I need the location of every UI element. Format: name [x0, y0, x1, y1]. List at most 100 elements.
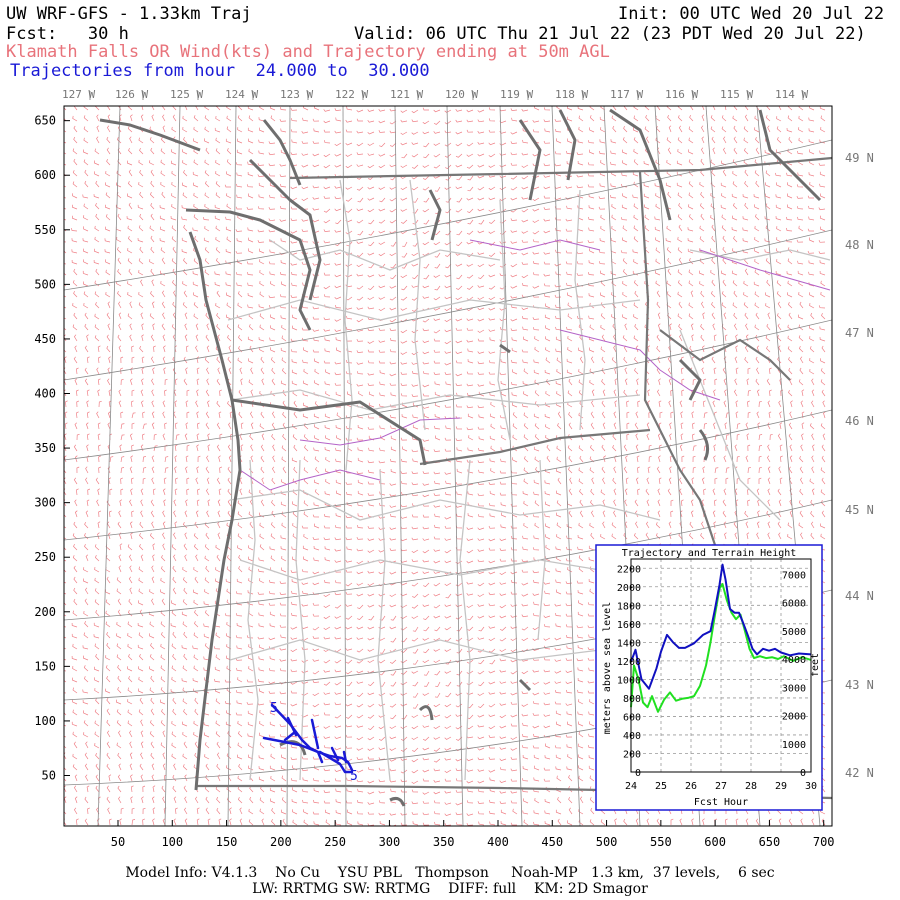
inset-x-tick-label: 29	[775, 781, 787, 792]
map-y-tick-label: 500	[34, 277, 56, 291]
map-x-tick-label: 300	[379, 835, 401, 849]
map-y-axis: 650 600 550 500 450 400 350 300 250 200 150 100 50	[34, 114, 70, 783]
map-y-tick-label: 450	[34, 332, 56, 346]
map-x-tick-label: 100	[161, 835, 183, 849]
inset-left-tick-label: 1600	[617, 620, 641, 631]
inset-right-tick-label: 0	[800, 768, 806, 779]
map-x-tick-label: 500	[596, 835, 618, 849]
longitude-label: 120 W	[445, 88, 478, 101]
inset-title: Trajectory and Terrain Height	[622, 548, 797, 559]
inset-series-line	[630, 563, 812, 690]
map-title: UW WRF-GFS - 1.33km Traj	[6, 4, 252, 24]
map-y-tick-label: 150	[34, 659, 56, 673]
inset-x-tick-label: 25	[655, 781, 667, 792]
longitude-label: 118 W	[555, 88, 588, 101]
inset-x-tick-label: 26	[685, 781, 697, 792]
latitude-label: 46 N	[845, 414, 874, 428]
latitude-labels: 49 N 48 N 47 N 46 N 45 N 44 N 43 N 42 N	[845, 151, 874, 780]
map-y-tick-label: 200	[34, 605, 56, 619]
inset-left-tick-label: 1400	[617, 638, 641, 649]
inset-left-tick-label: 1800	[617, 601, 641, 612]
inset-left-tick-label: 600	[623, 712, 641, 723]
map-y-tick-label: 550	[34, 223, 56, 237]
inset-right-tick-label: 6000	[782, 599, 806, 610]
footer-line-2: LW: RRTMG SW: RRTMG DIFF: full KM: 2D Sm…	[252, 881, 648, 897]
inset-right-tick-label: 2000	[782, 712, 806, 723]
forecast-hour: Fcst: 30 h	[6, 24, 129, 44]
trajectory-end-label: 5	[350, 769, 358, 784]
map-y-tick-label: 250	[34, 550, 56, 564]
inset-right-tick-label: 5000	[782, 627, 806, 638]
map-y-tick-label: 350	[34, 441, 56, 455]
inset-chart: Trajectory and Terrain Height 2200200018…	[595, 544, 823, 811]
map-y-tick-label: 400	[34, 387, 56, 401]
inset-right-tick-label: 4000	[782, 655, 806, 666]
inset-x-tick-label: 28	[745, 781, 757, 792]
inset-left-tick-label: 1200	[617, 657, 641, 668]
latitude-label: 49 N	[845, 151, 874, 165]
coastline	[99, 108, 822, 791]
map-x-tick-label: 50	[111, 835, 125, 849]
footer-line-1: Model Info: V4.1.3 No Cu YSU PBL Thompso…	[125, 865, 775, 881]
graticule	[64, 106, 832, 826]
map-x-tick-label: 450	[541, 835, 563, 849]
trajectory-path	[262, 703, 354, 774]
longitude-label: 121 W	[390, 88, 423, 101]
inset-left-axis: 2200200018001600140012001000800600400200…	[617, 564, 641, 779]
map-x-tick-label: 600	[704, 835, 726, 849]
inset-right-tick-label: 3000	[782, 683, 806, 694]
inset-x-tick-label: 24	[625, 781, 637, 792]
longitude-labels: 127 W 126 W 125 W 124 W 123 W 122 W 121 W 120 W…	[62, 88, 808, 101]
inset-x-axis: 24 25 26 27 28 29 30	[625, 781, 817, 792]
longitude-label: 126 W	[115, 88, 148, 101]
inset-left-tick-label: 800	[623, 694, 641, 705]
longitude-label: 123 W	[280, 88, 313, 101]
inset-xlabel: Fcst Hour	[694, 797, 748, 808]
latitude-label: 48 N	[845, 238, 874, 252]
map-y-tick-label: 100	[34, 714, 56, 728]
inset-left-tick-label: 1000	[617, 675, 641, 686]
inset-left-tick-label: 200	[623, 749, 641, 760]
longitude-label: 115 W	[720, 88, 753, 101]
map-y-tick-label: 600	[34, 168, 56, 182]
map-frame	[63, 105, 833, 827]
map-x-axis: 50 100 150 200 250 300 350 400 450 500 550 600 650 70…	[111, 820, 835, 849]
latitude-label: 43 N	[845, 678, 874, 692]
inset-right-tick-label: 7000	[782, 570, 806, 581]
map-subtitle: Klamath Falls OR Wind(kts) and Trajector…	[6, 42, 610, 62]
lakes	[279, 429, 710, 807]
valid-time: Valid: 06 UTC Thu 21 Jul 22 (23 PDT Wed …	[354, 24, 866, 44]
longitude-label: 119 W	[500, 88, 533, 101]
inset-series	[630, 563, 812, 713]
inset-ylabel-left: meters above sea level	[602, 602, 613, 734]
map-y-tick-label: 650	[34, 114, 56, 128]
inset-left-tick-label: 2000	[617, 583, 641, 594]
rivers	[239, 239, 831, 491]
longitude-label: 124 W	[225, 88, 258, 101]
map-x-tick-label: 250	[324, 835, 346, 849]
longitude-label: 116 W	[665, 88, 698, 101]
latitude-label: 47 N	[845, 326, 874, 340]
latitude-label: 45 N	[845, 503, 874, 517]
longitude-label: 125 W	[170, 88, 203, 101]
inset-left-tick-label: 0	[635, 768, 641, 779]
inset-ylabel-right: feet	[810, 653, 821, 677]
map-x-tick-label: 650	[759, 835, 781, 849]
longitude-label: 117 W	[610, 88, 643, 101]
inset-x-tick-label: 30	[805, 781, 817, 792]
init-time: Init: 00 UTC Wed 20 Jul 22	[618, 4, 885, 24]
longitude-label: 114 W	[775, 88, 808, 101]
longitude-label: 127 W	[62, 88, 95, 101]
map-geography	[64, 106, 832, 826]
county-borders	[227, 179, 831, 781]
inset-left-tick-label: 400	[623, 731, 641, 742]
trajectory-range: Trajectories from hour 24.000 to 30.000	[10, 61, 430, 81]
latitude-label: 44 N	[845, 589, 874, 603]
inset-x-tick-label: 27	[715, 781, 727, 792]
map-x-tick-label: 200	[270, 835, 292, 849]
map-y-tick-label: 300	[34, 496, 56, 510]
map-x-tick-label: 400	[487, 835, 509, 849]
map-x-tick-label: 550	[650, 835, 672, 849]
map-y-tick-label: 50	[42, 769, 56, 783]
